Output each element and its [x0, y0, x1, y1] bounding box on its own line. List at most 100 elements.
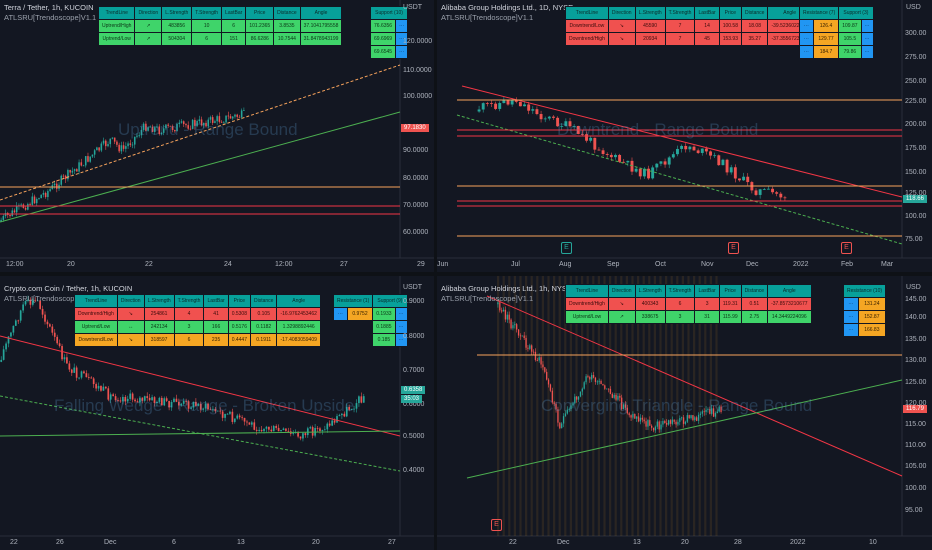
session-band: [525, 276, 528, 536]
candle-body: [160, 132, 163, 135]
candle-body: [606, 388, 608, 390]
candle-body: [145, 123, 147, 131]
table-row: Downtrend/High ↘ 400343 6 3 119.31 0.51 -37.857…: [565, 297, 812, 311]
uptrend-low-line: [466, 379, 903, 479]
candle-body: [549, 384, 552, 391]
session-band: [698, 276, 701, 536]
candle-body: [268, 426, 270, 430]
candle-body: [662, 421, 664, 425]
candle-body: [592, 375, 595, 378]
candle-body: [66, 357, 68, 364]
candle-body: [605, 154, 609, 155]
candle-body: [600, 380, 602, 385]
candle-body: [316, 427, 319, 429]
candle-body: [323, 429, 326, 431]
session-band: [653, 276, 656, 536]
candle-body: [58, 343, 61, 347]
candle-body: [169, 125, 172, 127]
candle-body: [299, 436, 302, 439]
candle-body: [680, 145, 684, 149]
panel-alibaba-daily[interactable]: Alibaba Group Holdings Ltd., 1D, NYSE AT…: [437, 0, 932, 272]
candle-body: [214, 408, 217, 412]
candle-body: [7, 336, 10, 344]
session-band: [513, 276, 516, 536]
candle-body: [506, 100, 510, 105]
candle-body: [195, 401, 197, 406]
candle-body: [192, 401, 195, 408]
candle-body: [326, 423, 329, 430]
candle-body: [636, 416, 638, 419]
candle-body: [514, 324, 516, 326]
candle-body: [34, 300, 37, 302]
candle-body: [531, 345, 533, 352]
candle-body: [248, 422, 251, 425]
candle-body: [73, 367, 76, 373]
candle-body: [692, 415, 694, 421]
candle-body: [353, 408, 355, 410]
panel-alibaba-hourly[interactable]: Alibaba Group Holdings Ltd., 1h, NYSE AT…: [437, 276, 932, 550]
candle-body: [234, 114, 236, 117]
candle-body: [331, 420, 334, 426]
candle-body: [221, 411, 224, 418]
candle-body: [207, 119, 210, 127]
candle-body: [713, 155, 717, 157]
candle-body: [241, 417, 243, 419]
candle-body: [725, 159, 729, 173]
last-price-tag: 97.1830: [401, 124, 429, 132]
candle-body: [552, 116, 555, 118]
candle-body: [119, 400, 122, 402]
support-table: Support (10) 76.6356 ⋯ 69.6969 ⋯ 69.6545 ⋯: [369, 6, 409, 59]
downtrend-high-line: [461, 85, 903, 198]
candle-body: [63, 357, 66, 360]
candle-body: [720, 406, 722, 412]
candle-body: [514, 100, 518, 102]
candle-body: [663, 161, 667, 165]
candle-body: [154, 127, 156, 132]
candle-body: [62, 175, 65, 177]
candle-body: [180, 121, 183, 123]
candle-body: [338, 415, 341, 417]
candle-body: [717, 155, 721, 166]
candle-body: [585, 134, 588, 141]
candle-body: [675, 421, 677, 425]
candle-body: [69, 170, 71, 173]
table-header-row: TrendLine Direction L.Strength T.Strength La…: [74, 294, 321, 308]
candle-body: [688, 415, 690, 419]
candle-body: [517, 329, 520, 336]
candle-body: [46, 321, 49, 325]
candle-body: [485, 103, 489, 104]
candle-body: [617, 395, 619, 400]
candle-body: [2, 349, 5, 360]
panel-terra[interactable]: Terra / Tether, 1h, KUCOIN ATLSRU[Trendo…: [0, 0, 434, 272]
candle-body: [102, 140, 105, 144]
candle-body: [270, 429, 273, 432]
candle-body: [649, 420, 651, 426]
candle-body: [87, 377, 90, 378]
candle-body: [622, 404, 625, 410]
session-band: [614, 276, 617, 536]
uptrend-low-line: [0, 430, 401, 437]
candle-body: [614, 154, 617, 158]
time-axis: 22 Dec 13 20 28 2022 10: [509, 539, 877, 546]
candle-body: [33, 196, 36, 204]
candle-body: [589, 137, 593, 141]
candle-body: [78, 377, 80, 379]
downtrend-high-line: [486, 295, 903, 477]
candle-body: [83, 371, 85, 374]
candle-body: [114, 396, 117, 401]
candle-body: [122, 145, 125, 149]
candle-body: [246, 421, 248, 423]
candle-body: [124, 396, 127, 402]
candle-body: [47, 191, 49, 198]
candle-body: [133, 136, 136, 145]
candle-body: [197, 403, 200, 406]
candle-body: [75, 367, 78, 378]
candle-body: [17, 320, 20, 322]
candle-body: [170, 401, 173, 408]
panel-cro[interactable]: Crypto.com Coin / Tether, 1h, KUCOIN ATL…: [0, 276, 434, 550]
candle-body: [512, 325, 514, 329]
axis-unit: USDT: [403, 284, 423, 291]
price-axis: 145.00 140.00 135.00 130.00 125.00 120.0…: [905, 296, 927, 514]
candle-body: [634, 413, 636, 419]
session-band: [642, 276, 645, 536]
